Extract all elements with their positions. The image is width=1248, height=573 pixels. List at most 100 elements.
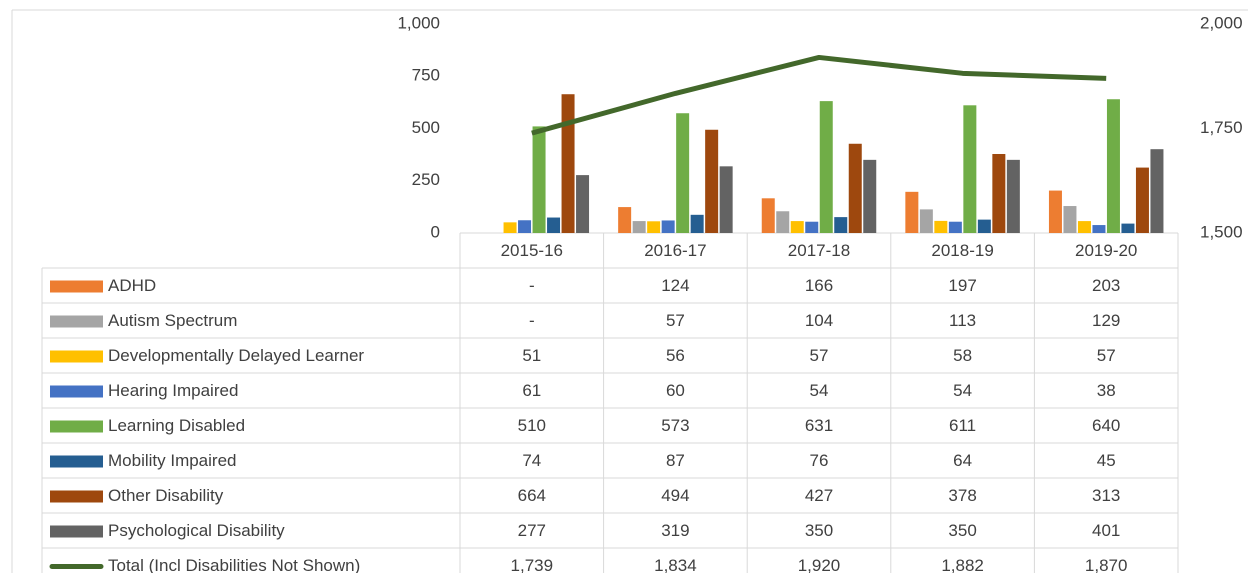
table-cell: 277 <box>518 521 546 540</box>
table-cell: 129 <box>1092 311 1120 330</box>
bar <box>532 126 546 233</box>
bar <box>632 221 646 233</box>
x-tick-label: 2015-16 <box>501 241 563 260</box>
table-cell: 203 <box>1092 276 1120 295</box>
table-cell: 1,870 <box>1085 556 1128 573</box>
legend-label: Other Disability <box>108 486 224 505</box>
table-cell: 76 <box>810 451 829 470</box>
legend-label: Total (Incl Disabilities Not Shown) <box>108 556 360 573</box>
bar <box>719 166 733 233</box>
table-cell: 58 <box>953 346 972 365</box>
bar <box>1092 225 1106 233</box>
table-cell: 60 <box>666 381 685 400</box>
y2-tick-label: 1,500 <box>1200 222 1243 241</box>
table-cell: 64 <box>953 451 972 470</box>
table-cell: 573 <box>661 416 689 435</box>
table-cell: 350 <box>948 521 976 540</box>
bar <box>676 113 690 233</box>
legend-swatch <box>50 385 103 398</box>
bar <box>547 217 561 233</box>
bar <box>1121 223 1135 233</box>
bar <box>948 221 962 233</box>
table-cell: 664 <box>518 486 546 505</box>
table-cell: 124 <box>661 276 689 295</box>
legend-swatch <box>50 280 103 293</box>
legend-label: ADHD <box>108 276 156 295</box>
x-tick-label: 2019-20 <box>1075 241 1137 260</box>
bar <box>1150 149 1164 233</box>
bar <box>1063 206 1077 233</box>
legend-label: Developmentally Delayed Learner <box>108 346 364 365</box>
bar <box>705 129 719 233</box>
table-cell: 113 <box>949 311 976 330</box>
table-cell: 510 <box>518 416 546 435</box>
table-cell: 61 <box>522 381 541 400</box>
table-cell: 57 <box>810 346 829 365</box>
bar <box>1135 167 1149 233</box>
legend-swatch <box>50 315 103 328</box>
table-cell: 87 <box>666 451 685 470</box>
bar <box>934 220 948 233</box>
table-cell: 1,739 <box>511 556 554 573</box>
legend-swatch <box>50 350 103 363</box>
table-cell: 56 <box>666 346 685 365</box>
table-cell: 319 <box>661 521 689 540</box>
bar <box>661 220 675 233</box>
table-cell: 1,920 <box>798 556 841 573</box>
bar <box>1106 99 1120 234</box>
legend-label: Mobility Impaired <box>108 451 237 470</box>
bar <box>790 221 804 233</box>
bar <box>977 219 991 233</box>
table-cell: 350 <box>805 521 833 540</box>
bar <box>963 105 977 233</box>
bar <box>819 101 833 233</box>
y-tick-label: 0 <box>431 222 440 241</box>
bar <box>919 209 933 233</box>
bar <box>690 214 704 233</box>
x-tick-label: 2018-19 <box>931 241 993 260</box>
bar <box>834 217 848 233</box>
bar <box>863 159 877 233</box>
table-cell: 631 <box>805 416 833 435</box>
table-cell: 197 <box>948 276 976 295</box>
bar <box>805 221 819 233</box>
bar <box>776 211 790 233</box>
table-cell: 51 <box>522 346 541 365</box>
y-tick-label: 750 <box>412 66 440 85</box>
legend-swatch <box>50 525 103 538</box>
bar <box>503 222 517 233</box>
legend-swatch <box>50 420 103 433</box>
legend-label: Psychological Disability <box>108 521 285 540</box>
table-cell: 611 <box>949 416 976 435</box>
y2-tick-label: 2,000 <box>1200 13 1243 32</box>
x-tick-label: 2017-18 <box>788 241 850 260</box>
bar <box>992 153 1006 233</box>
table-cell: 57 <box>666 311 685 330</box>
table-cell: 166 <box>805 276 833 295</box>
bar <box>1077 221 1091 233</box>
table-cell: 401 <box>1092 521 1120 540</box>
legend-label: Autism Spectrum <box>108 311 237 330</box>
x-tick-label: 2016-17 <box>644 241 706 260</box>
line-series <box>531 54 1107 136</box>
table-cell: 494 <box>661 486 689 505</box>
table-cell: 378 <box>948 486 976 505</box>
table-cell: 104 <box>805 311 833 330</box>
table-cell: 640 <box>1092 416 1120 435</box>
bar <box>905 191 919 233</box>
y-tick-label: 500 <box>412 118 440 137</box>
bar <box>761 198 775 233</box>
table-cell: - <box>529 276 535 295</box>
bar <box>647 221 661 233</box>
table-cell: 427 <box>805 486 833 505</box>
table-cell: 54 <box>810 381 829 400</box>
table-cell: 45 <box>1097 451 1116 470</box>
y2-tick-label: 1,750 <box>1200 118 1243 137</box>
legend-swatch <box>50 490 103 503</box>
bar <box>848 143 862 233</box>
table-cell: - <box>529 311 535 330</box>
y-tick-label: 250 <box>412 170 440 189</box>
legend-label: Hearing Impaired <box>108 381 238 400</box>
bar <box>518 220 532 233</box>
